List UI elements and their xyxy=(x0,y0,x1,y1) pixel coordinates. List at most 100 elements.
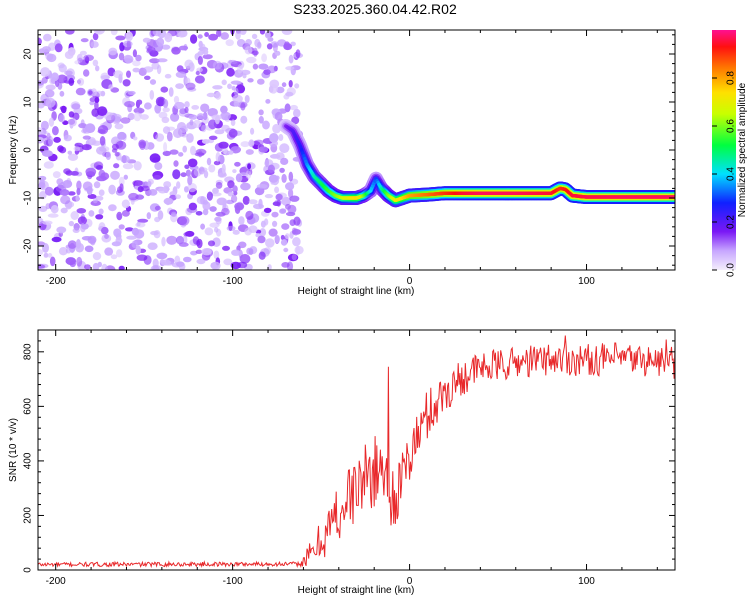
y-tick-label: 800 xyxy=(23,343,34,360)
noise-blob xyxy=(197,34,203,39)
noise-blob xyxy=(77,216,87,225)
noise-blob xyxy=(83,69,90,77)
noise-blob xyxy=(38,175,47,181)
noise-blob xyxy=(185,82,196,91)
noise-blob xyxy=(96,146,107,155)
noise-blob xyxy=(92,252,102,261)
noise-blob xyxy=(87,194,97,199)
noise-blob xyxy=(76,208,87,214)
noise-blob xyxy=(176,181,181,189)
noise-blob xyxy=(144,102,152,110)
noise-blob xyxy=(233,87,239,96)
noise-blob xyxy=(264,194,273,199)
noise-blob xyxy=(281,262,290,268)
noise-blob xyxy=(172,169,181,180)
colorbar-ticks: 0.0 0.2 0.4 0.6 0.8 xyxy=(712,71,737,277)
noise-blob xyxy=(38,182,46,190)
noise-blob xyxy=(208,33,219,41)
noise-blob xyxy=(242,195,250,205)
noise-blob xyxy=(163,142,168,152)
noise-blob xyxy=(92,59,99,67)
noise-blob xyxy=(169,149,179,155)
noise-blob xyxy=(43,33,52,42)
noise-blob xyxy=(131,227,140,236)
noise-blob xyxy=(170,211,177,217)
noise-blob xyxy=(258,251,266,260)
noise-blob xyxy=(74,60,81,65)
noise-blob xyxy=(60,195,71,205)
noise-blob xyxy=(201,248,212,256)
noise-blob xyxy=(188,114,198,120)
colorbar-tick-label: 0.4 xyxy=(726,167,737,181)
noise-blob xyxy=(46,132,51,141)
noise-blob xyxy=(53,136,61,143)
snr-y-axis-label: SNR (10 * v/v) xyxy=(8,418,19,482)
noise-blob xyxy=(77,78,85,86)
noise-blob xyxy=(88,90,93,95)
noise-blob xyxy=(245,170,252,179)
noise-blob xyxy=(274,234,280,244)
noise-blob xyxy=(44,89,55,98)
noise-blob xyxy=(234,204,241,214)
noise-blob xyxy=(245,149,254,155)
noise-blob xyxy=(208,164,216,173)
noise-blob xyxy=(67,191,76,196)
noise-blob xyxy=(292,237,301,247)
noise-blob xyxy=(265,99,271,104)
noise-blob xyxy=(120,117,131,124)
noise-blob xyxy=(232,229,240,235)
noise-blob xyxy=(207,108,218,117)
noise-blob xyxy=(186,133,194,143)
noise-blob xyxy=(65,30,75,35)
noise-blob xyxy=(114,123,124,130)
noise-blob xyxy=(291,253,297,261)
noise-blob xyxy=(230,80,242,85)
noise-blob xyxy=(110,170,120,180)
noise-blob xyxy=(288,54,294,64)
noise-blob xyxy=(84,245,94,253)
x-tick-label: 0 xyxy=(407,276,413,287)
noise-blob xyxy=(98,208,104,215)
noise-blob xyxy=(222,245,230,251)
noise-blob xyxy=(139,141,146,151)
noise-blob xyxy=(202,208,209,216)
noise-blob xyxy=(90,237,96,246)
noise-blob xyxy=(149,90,155,100)
noise-blob xyxy=(163,197,174,205)
noise-blob xyxy=(293,216,301,226)
noise-blob xyxy=(253,139,264,146)
noise-blob xyxy=(152,175,162,180)
colorbar-tick-label: 0.0 xyxy=(726,263,737,277)
noise-blob xyxy=(285,182,295,191)
noise-blob xyxy=(164,32,173,43)
noise-blob xyxy=(126,70,131,78)
noise-blob xyxy=(133,112,142,122)
noise-blob xyxy=(266,43,273,50)
noise-blob xyxy=(235,173,243,183)
noise-blob xyxy=(94,100,99,111)
noise-blob xyxy=(208,135,218,140)
noise-blob xyxy=(147,46,156,53)
snr-series xyxy=(38,335,675,569)
noise-blob xyxy=(183,256,192,263)
noise-blob xyxy=(206,92,216,98)
noise-blob xyxy=(228,59,238,65)
noise-blob xyxy=(291,116,300,125)
noise-blob xyxy=(121,199,130,209)
noise-blob xyxy=(155,133,165,142)
noise-blob xyxy=(195,211,203,216)
noise-blob xyxy=(157,187,168,194)
noise-blob xyxy=(231,194,238,203)
noise-blob xyxy=(113,163,120,169)
noise-blob xyxy=(184,59,194,69)
noise-blob xyxy=(174,101,185,110)
noise-blob xyxy=(41,46,52,53)
noise-blob xyxy=(280,239,288,246)
colorbar-tick-label: 0.6 xyxy=(726,119,737,133)
noise-blob xyxy=(244,227,252,236)
noise-blob xyxy=(135,245,141,255)
noise-blob xyxy=(104,247,114,256)
noise-blob xyxy=(177,31,186,38)
noise-blob xyxy=(182,235,188,244)
snr-x-axis-label: Height of straight line (km) xyxy=(298,585,415,596)
